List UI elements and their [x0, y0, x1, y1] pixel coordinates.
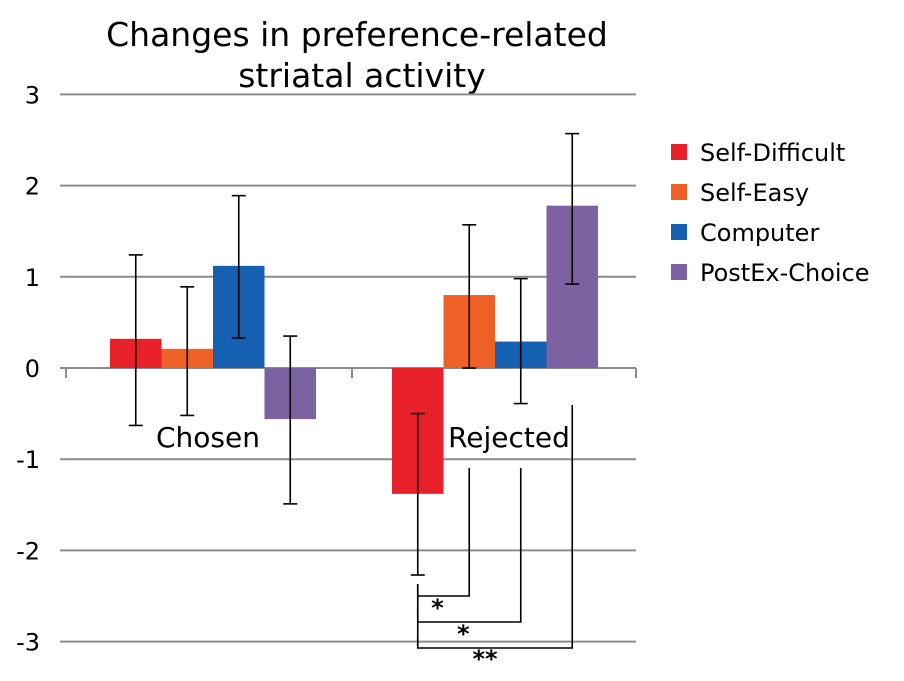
category-label-chosen: Chosen: [156, 421, 260, 454]
legend-label: PostEx-Choice: [700, 259, 870, 287]
legend-label: Self-Difficult: [700, 139, 845, 167]
legend-swatch: [671, 224, 687, 240]
y-axis-ticks: 3 2 1 0 -1 -2 -3: [16, 81, 66, 657]
legend-swatch: [671, 144, 687, 160]
y-tick-label: 0: [25, 355, 40, 383]
error-bar-self-difficult-rejected: [410, 412, 425, 576]
y-tick-label: -2: [16, 537, 40, 565]
significance-brackets: ****: [416, 405, 574, 673]
y-tick-label: 3: [25, 81, 40, 109]
legend-item-postex-choice: PostEx-Choice: [671, 259, 870, 287]
significance-marker: *: [457, 620, 470, 648]
error-bar-self-easy-chosen: [180, 286, 195, 417]
error-bar-computer-rejected: [513, 277, 528, 405]
legend-item-computer: Computer: [671, 219, 819, 247]
category-label-rejected: Rejected: [448, 421, 570, 454]
legend-item-self-difficult: Self-Difficult: [671, 139, 845, 167]
legend-item-self-easy: Self-Easy: [671, 179, 809, 207]
legend-swatch: [671, 184, 687, 200]
y-tick-label: -1: [16, 446, 40, 474]
chart-title: Changes in preference-related striatal a…: [106, 15, 608, 95]
legend: Self-Difficult Self-Easy Computer PostEx-Ch…: [671, 139, 870, 287]
legend-swatch: [671, 264, 687, 280]
x-axis: [65, 367, 637, 378]
gridlines: [66, 93, 636, 643]
y-tick-label: 2: [25, 173, 40, 201]
legend-label: Computer: [700, 219, 819, 247]
chart-title-line-2: striatal activity: [238, 56, 486, 95]
error-bar-postex-choice-chosen: [283, 335, 298, 505]
legend-label: Self-Easy: [700, 179, 809, 207]
error-bar-computer-chosen: [231, 194, 246, 339]
significance-marker: **: [472, 645, 498, 673]
y-tick-label: -3: [16, 629, 40, 657]
category-labels: Chosen Rejected: [156, 421, 570, 454]
significance-marker: *: [431, 594, 444, 622]
error-bars: [128, 132, 580, 576]
error-bar-self-difficult-chosen: [128, 254, 143, 427]
error-bar-self-easy-rejected: [462, 224, 477, 369]
chart-title-line-1: Changes in preference-related: [106, 15, 608, 54]
error-bar-postex-choice-rejected: [565, 132, 580, 285]
y-tick-label: 1: [25, 264, 40, 292]
